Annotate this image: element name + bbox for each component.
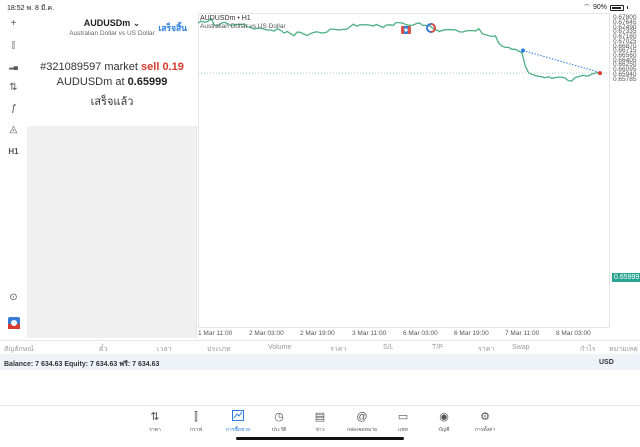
nav-chat[interactable]: ▭ แชท: [383, 410, 423, 434]
positions-table-header: สัญลักษณ์ ตั๋ว เวลา ประเภท Volume ราคา S…: [0, 340, 640, 354]
history-icon: ◷: [274, 411, 284, 423]
news-icon: ▤: [314, 411, 326, 423]
done-button[interactable]: เสร็จสิ้น: [158, 23, 187, 33]
x-tick-label: 6 Mar 03:00: [403, 330, 438, 337]
col-symbol[interactable]: สัญลักษณ์: [4, 346, 34, 353]
y-tick-label: 0.65940: [613, 70, 637, 78]
order-message-line2: AUDUSDm at 0.65999: [56, 76, 168, 88]
order-result-panel: AUDUSDm ⌄ Australian Dollar vs US Dollar…: [27, 13, 197, 338]
col-swap[interactable]: Swap: [512, 344, 530, 351]
gear-icon: ⚙: [480, 411, 490, 423]
col-price-current[interactable]: ราคา: [478, 346, 495, 353]
y-tick-label: 0.67180: [613, 33, 637, 41]
order-status: เสร็จแล้ว: [90, 96, 134, 108]
quotes-icon: ⇅: [150, 411, 160, 423]
function-icon[interactable]: ƒ: [10, 103, 17, 114]
col-profit[interactable]: กำไร: [580, 346, 596, 353]
col-ticket[interactable]: ตั๋ว: [99, 346, 108, 353]
x-tick-label: 7 Mar 11:00: [505, 330, 540, 337]
nav-trade[interactable]: การซื้อขาย: [218, 410, 258, 434]
x-tick-label: 2 Mar 03:00: [249, 330, 284, 337]
bottom-nav: ⇅ ราคา ⫿ กราฟ การซื้อขาย ◷ ประวัติ ▤ ข่าว @ ก…: [0, 405, 640, 447]
x-tick-label: 2 Mar 19:00: [300, 330, 335, 337]
wifi-icon: ⌔: [583, 4, 590, 11]
col-type[interactable]: ประเภท: [207, 346, 231, 353]
status-bar: 18:52 พ. 8 มี.ค. ⌔ 90%: [0, 0, 640, 13]
chart-icon: ⫿: [194, 411, 198, 423]
symbol-selector[interactable]: AUDUSDm ⌄: [83, 18, 141, 28]
y-tick-label: 0.66095: [613, 66, 637, 74]
mailbox-icon: @: [356, 411, 368, 423]
nav-news[interactable]: ▤ ข่าว: [300, 410, 340, 434]
col-sl[interactable]: S/L: [383, 344, 394, 351]
nav-account[interactable]: ◉ บัญชี: [424, 410, 464, 434]
y-tick-label: 0.67025: [613, 37, 637, 45]
order-result-card: AUDUSDm ⌄ Australian Dollar vs US Dollar…: [27, 13, 197, 126]
symbol-description: Australian Dollar vs US Dollar: [69, 30, 155, 37]
account-currency: USD: [599, 359, 614, 366]
y-tick-label: 0.66250: [613, 61, 637, 69]
trade-app-icon[interactable]: [4, 317, 23, 333]
order-message-line1: #321089597 market sell 0.19: [40, 61, 184, 73]
price-axis[interactable]: 0.67800 0.67645 0.67490 0.67335 0.67180 0.670…: [611, 13, 640, 338]
y-tick-label: 0.66405: [613, 56, 637, 64]
x-tick-label: 8 Mar 03:00: [556, 330, 591, 337]
battery-percent: 90%: [592, 4, 607, 11]
nav-quotes[interactable]: ⇅ ราคา: [135, 410, 175, 434]
x-tick-label: 1 Mar 11:00: [198, 330, 233, 337]
trade-icon: [218, 410, 258, 424]
nav-settings[interactable]: ⚙ การตั้งค่า: [465, 410, 505, 434]
y-tick-label: 0.67645: [613, 18, 637, 26]
y-tick-label: 0.65785: [613, 75, 637, 83]
chart-title: AUDUSDm • H1: [200, 15, 251, 22]
chat-icon: ▭: [397, 411, 409, 423]
y-tick-label: 0.67800: [613, 14, 637, 22]
nav-mailbox[interactable]: @ กล่องจดหมาย: [342, 410, 382, 434]
price-chart[interactable]: AUDUSDm • H1 Australian Dollar vs US Dol…: [198, 13, 610, 338]
account-icon: ◉: [439, 411, 449, 423]
market-depth-icon[interactable]: [426, 20, 436, 38]
current-price-tag: 0.65999: [612, 273, 640, 282]
nav-history[interactable]: ◷ ประวัติ: [259, 410, 299, 434]
col-volume[interactable]: Volume: [268, 344, 292, 351]
settings-sliders-icon[interactable]: ⇅: [9, 82, 18, 93]
y-tick-label: 0.67335: [613, 28, 637, 36]
col-time[interactable]: เวลา: [157, 346, 172, 353]
col-comment[interactable]: หมายเหตุ: [609, 346, 638, 353]
chart-toolbar: + ⫿ ▂▄ ⇅ ƒ ◬ H1 ⊙: [0, 13, 27, 338]
chart-search-icon[interactable]: ⊙: [9, 292, 18, 303]
y-tick-label: 0.66715: [613, 47, 637, 55]
crosshair-icon[interactable]: +: [10, 18, 17, 29]
x-tick-label: 3 Mar 11:00: [352, 330, 387, 337]
home-indicator[interactable]: [236, 437, 404, 440]
chart-subtitle: Australian Dollar vs US Dollar: [200, 23, 286, 30]
nav-charts[interactable]: ⫿ กราฟ: [176, 410, 216, 434]
y-tick-label: 0.66560: [613, 51, 637, 59]
y-tick-label: 0.66870: [613, 42, 637, 50]
y-tick-label: 0.67490: [613, 23, 637, 31]
col-price-open[interactable]: ราคา: [330, 346, 347, 353]
one-click-trading-icon[interactable]: [401, 21, 411, 39]
battery-icon: [610, 4, 624, 11]
candlestick-icon[interactable]: ⫿: [12, 40, 15, 50]
balance-summary: Balance: 7 634.63 Equity: 7 634.63 ฟรี: …: [4, 361, 160, 368]
timeframe-button[interactable]: H1: [8, 147, 19, 156]
x-tick-label: 6 Mar 19:00: [454, 330, 489, 337]
col-tp[interactable]: T/P: [432, 344, 443, 351]
indicators-icon[interactable]: ▂▄: [9, 64, 18, 70]
objects-icon[interactable]: ◬: [9, 124, 18, 135]
status-time: 18:52 พ. 8 มี.ค.: [7, 5, 55, 12]
balance-row: Balance: 7 634.63 Equity: 7 634.63 ฟรี: …: [0, 354, 640, 370]
